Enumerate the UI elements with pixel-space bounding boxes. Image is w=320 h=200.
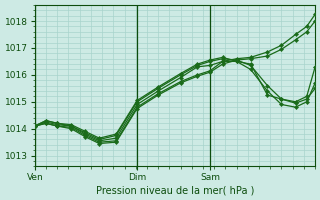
X-axis label: Pression niveau de la mer( hPa ): Pression niveau de la mer( hPa ) (96, 185, 254, 195)
